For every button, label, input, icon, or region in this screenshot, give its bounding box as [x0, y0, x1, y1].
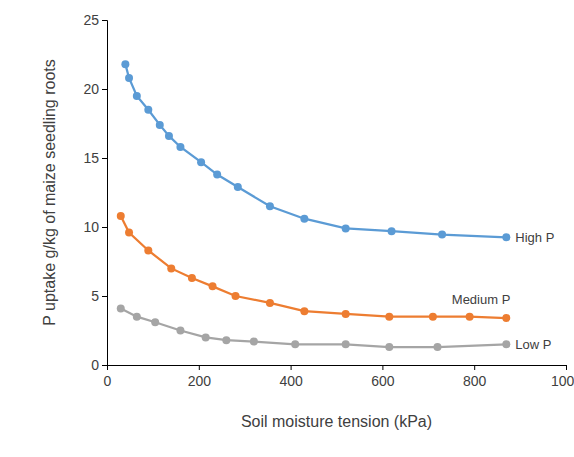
x-axis-line: [108, 366, 567, 371]
series-marker: [438, 231, 446, 239]
x-axis-title: Soil moisture tension (kPa): [241, 413, 432, 430]
y-tick: 20: [83, 81, 107, 97]
y-tick: 0: [91, 357, 107, 373]
series-marker: [209, 282, 217, 290]
x-tick-mark: [291, 365, 292, 370]
series-line: [121, 216, 507, 318]
x-tick-label: 800: [463, 373, 487, 389]
series-marker: [167, 264, 175, 272]
x-tick: 600: [371, 365, 395, 389]
y-tick-label: 0: [91, 357, 99, 373]
series-marker: [125, 74, 133, 82]
x-tick: 200: [188, 365, 212, 389]
series-marker: [342, 224, 350, 232]
series-marker: [197, 158, 205, 166]
x-tick-label: 400: [279, 373, 303, 389]
x-tick-label: 0: [104, 373, 112, 389]
series-marker: [156, 121, 164, 129]
series-marker: [151, 318, 159, 326]
series-marker: [502, 314, 510, 322]
series-marker: [342, 310, 350, 318]
y-tick-label: 25: [83, 12, 99, 28]
y-tick-label: 5: [91, 288, 99, 304]
series-label: Medium P: [452, 292, 511, 307]
series-line: [121, 308, 507, 347]
series-marker: [121, 60, 129, 68]
x-tick-mark: [474, 365, 475, 370]
x-tick-label: 200: [188, 373, 212, 389]
x-tick-mark: [382, 365, 383, 370]
y-tick: 10: [83, 219, 107, 235]
series-marker: [232, 292, 240, 300]
y-tick: 25: [83, 12, 107, 28]
series-marker: [429, 313, 437, 321]
x-tick-label: 1000: [551, 373, 574, 389]
series-marker: [266, 299, 274, 307]
series-marker: [144, 246, 152, 254]
x-tick-mark: [199, 365, 200, 370]
series-marker: [466, 313, 474, 321]
series-marker: [502, 233, 510, 241]
series-marker: [502, 340, 510, 348]
series-marker: [188, 274, 196, 282]
series-marker: [144, 106, 152, 114]
y-axis-line: [102, 21, 108, 366]
series-marker: [117, 212, 125, 220]
y-tick-label: 10: [83, 219, 99, 235]
series-marker: [213, 171, 221, 179]
chart: 0 200 400 600 800 1000 0 5 10 15 20 25 High P Medium …: [0, 0, 574, 457]
y-tick-mark: [102, 365, 107, 366]
series-marker: [133, 92, 141, 100]
series-marker: [385, 313, 393, 321]
y-tick-mark: [102, 89, 107, 90]
y-tick-mark: [102, 20, 107, 21]
series-marker: [266, 202, 274, 210]
x-tick-label: 600: [371, 373, 395, 389]
series-marker: [133, 313, 141, 321]
series-group: [117, 60, 511, 351]
series-marker: [117, 304, 125, 312]
series-marker: [125, 229, 133, 237]
x-tick-mark: [566, 365, 567, 370]
series-marker: [176, 327, 184, 335]
series-marker: [176, 143, 184, 151]
y-tick: 15: [83, 150, 107, 166]
series-marker: [250, 338, 258, 346]
y-tick: 5: [91, 288, 107, 304]
series-marker: [202, 333, 210, 341]
y-tick-label: 20: [83, 81, 99, 97]
series-line: [125, 64, 506, 237]
x-tick: 0: [104, 365, 112, 389]
series-marker: [234, 183, 242, 191]
y-axis-title: P uptake g/kg of maize seedling roots: [41, 59, 58, 326]
x-tick: 800: [463, 365, 487, 389]
y-tick-mark: [102, 227, 107, 228]
x-tick: 1000: [551, 365, 574, 389]
x-axis: 0 200 400 600 800 1000: [104, 365, 574, 389]
series-marker: [385, 343, 393, 351]
x-tick: 400: [279, 365, 303, 389]
series-marker: [300, 307, 308, 315]
y-tick-mark: [102, 296, 107, 297]
series-marker: [388, 227, 396, 235]
y-tick-mark: [102, 158, 107, 159]
series-label: Low P: [515, 337, 551, 352]
series-marker: [433, 343, 441, 351]
series-marker: [222, 336, 230, 344]
series-marker: [291, 340, 299, 348]
series-marker: [165, 132, 173, 140]
series-label: High P: [515, 230, 554, 245]
y-axis: 0 5 10 15 20 25: [83, 12, 107, 373]
y-tick-label: 15: [83, 150, 99, 166]
series-marker: [300, 215, 308, 223]
plot: 0 200 400 600 800 1000 0 5 10 15 20 25 High P Medium …: [83, 12, 574, 389]
series-labels: High P Medium P Low P: [452, 230, 555, 352]
series-marker: [342, 340, 350, 348]
